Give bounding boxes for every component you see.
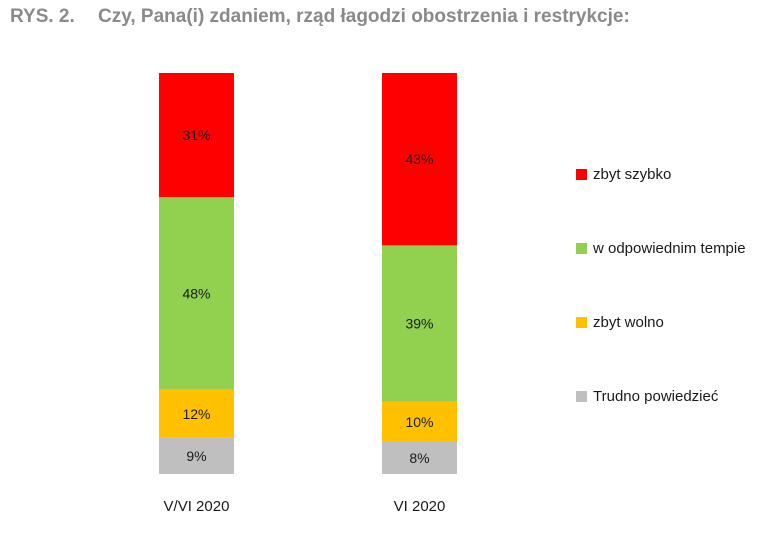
data-label-0-0: 31%	[182, 127, 210, 143]
legend-swatch-1	[576, 243, 587, 254]
legend-swatch-0	[576, 169, 587, 180]
legend-label-2: zbyt wolno	[593, 314, 664, 331]
category-label-1: VI 2020	[394, 498, 446, 515]
data-label-1-2: 10%	[405, 414, 433, 430]
legend-swatch-3	[576, 391, 587, 402]
data-label-0-1: 48%	[182, 286, 210, 302]
bar-segment-1-0	[382, 73, 457, 246]
legend-label-1: w odpowiednim tempie	[592, 240, 746, 257]
bar-segment-0-0	[159, 73, 234, 198]
data-label-0-2: 12%	[182, 406, 210, 422]
legend-swatch-2	[576, 317, 587, 328]
bar-segment-0-3	[159, 437, 234, 474]
data-label-1-3: 8%	[409, 450, 429, 466]
figure-number: RYS. 2.	[10, 6, 75, 27]
chart-title: RYS. 2. Czy, Pana(i) zdaniem, rząd łagodz…	[10, 6, 630, 28]
data-label-1-0: 43%	[405, 151, 433, 167]
bar-segment-0-2	[159, 389, 234, 438]
bar-segment-0-1	[159, 197, 234, 390]
category-label-0: V/VI 2020	[164, 498, 230, 515]
bar-segment-1-1	[382, 245, 457, 402]
legend-label-0: zbyt szybko	[593, 166, 671, 183]
legend-label-3: Trudno powiedzieć	[593, 388, 719, 405]
data-label-1-1: 39%	[405, 316, 433, 332]
bar-segment-1-2	[382, 401, 457, 442]
figure-title: Czy, Pana(i) zdaniem, rząd łagodzi obost…	[98, 6, 630, 27]
bar-segment-1-3	[382, 441, 457, 474]
data-label-0-3: 9%	[186, 448, 206, 464]
